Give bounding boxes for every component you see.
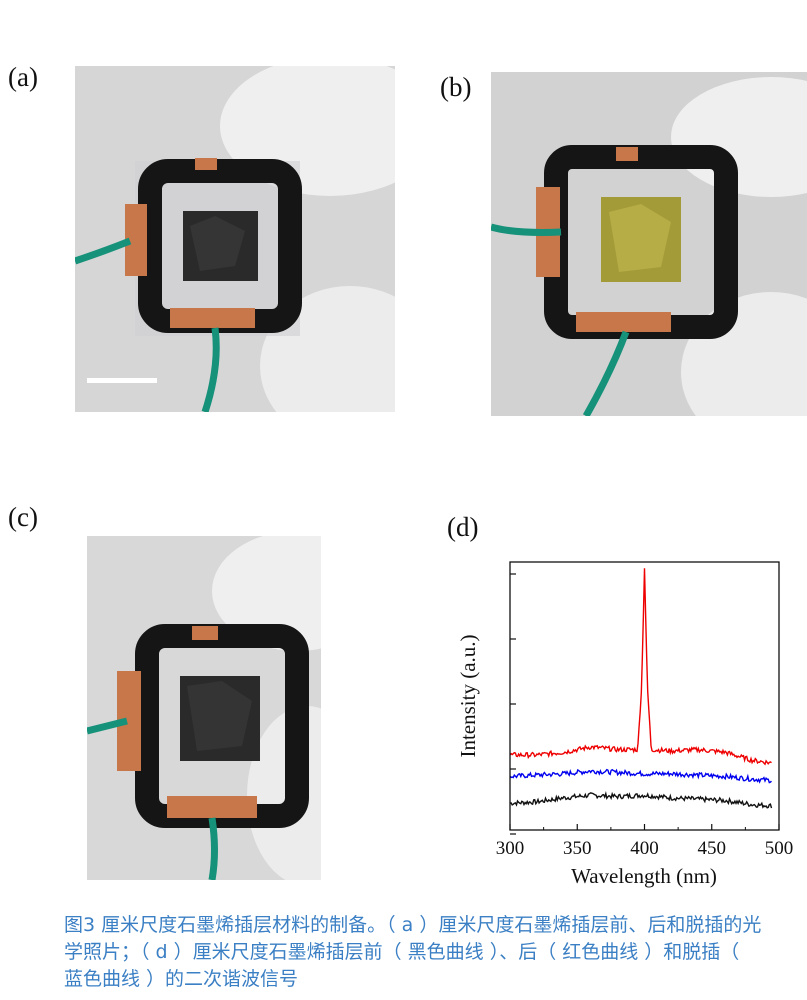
x-tick-label: 300: [496, 838, 525, 859]
photo-a-before-intercalation: [75, 66, 395, 412]
plot-frame: [509, 561, 780, 831]
series-line-0: [509, 791, 773, 809]
shg-spectrum-chart: 300 350 400 450 500 Intensity (a.u.) Wavelen…: [455, 560, 807, 890]
x-tick-label: 400: [630, 838, 659, 859]
photo-b-after-intercalation: [491, 72, 807, 416]
y-axis-label: Intensity (a.u.): [456, 634, 480, 757]
device-illustration: [87, 536, 321, 880]
x-tick-label: 350: [563, 838, 592, 859]
device-illustration: [491, 72, 807, 416]
panel-label-c: (c): [8, 502, 38, 532]
panel-label-b: (b): [440, 72, 472, 102]
x-axis-label: Wavelength (nm): [571, 864, 717, 888]
chart-svg: 300 350 400 450 500 Intensity (a.u.) Wavelen…: [456, 561, 794, 888]
series-line-2: [509, 568, 772, 766]
device-illustration: [75, 66, 395, 412]
series-line-1: [509, 768, 772, 784]
x-tick-label: 450: [698, 838, 727, 859]
panel-label-a: (a): [8, 62, 38, 92]
panel-label-d: (d): [447, 512, 479, 542]
x-tick-label: 500: [765, 838, 794, 859]
figure-caption: 图3 厘米尺度石墨烯插层材料的制备。（ a ）厘米尺度石墨烯插层前、后和脱插的光…: [64, 914, 762, 990]
photo-c-deintercalated: [87, 536, 321, 880]
